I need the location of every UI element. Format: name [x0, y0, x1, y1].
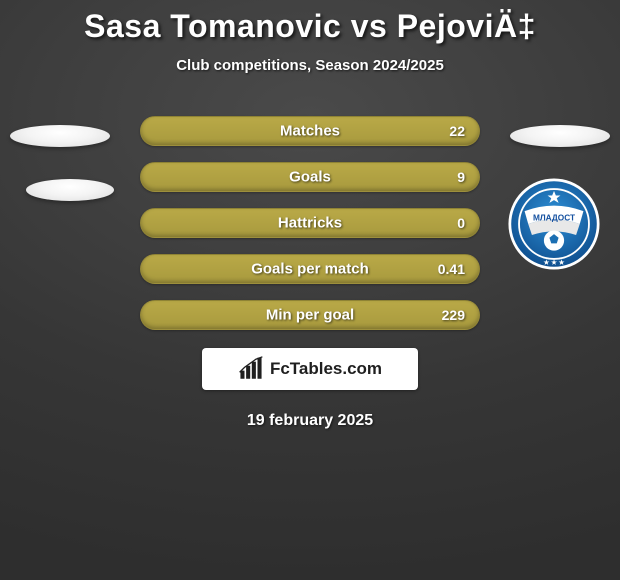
bar-chart-icon: [238, 356, 264, 382]
stat-row-matches: Matches 22: [0, 116, 620, 146]
stat-bar: Hattricks 0: [140, 208, 480, 238]
stat-value: 0.41: [438, 261, 465, 277]
stat-row-hattricks: Hattricks 0: [0, 208, 620, 238]
stat-bar: Goals 9: [140, 162, 480, 192]
stat-row-goals-per-match: Goals per match 0.41: [0, 254, 620, 284]
stat-value: 229: [442, 307, 465, 323]
comparison-subtitle: Club competitions, Season 2024/2025: [0, 57, 620, 74]
stat-label: Matches: [280, 123, 340, 140]
stat-label: Min per goal: [266, 307, 354, 324]
stat-value: 22: [449, 123, 465, 139]
stat-value: 0: [457, 215, 465, 231]
site-badge[interactable]: FcTables.com: [202, 348, 418, 390]
stat-bar: Min per goal 229: [140, 300, 480, 330]
stat-row-min-per-goal: Min per goal 229: [0, 300, 620, 330]
stat-row-goals: Goals 9: [0, 162, 620, 192]
stat-label: Goals: [289, 169, 331, 186]
stat-bar: Goals per match 0.41: [140, 254, 480, 284]
stats-block: Matches 22 Goals 9 Hattricks 0 Goals per…: [0, 116, 620, 330]
stat-value: 9: [457, 169, 465, 185]
comparison-title: Sasa Tomanovic vs PejoviÄ‡: [0, 0, 620, 45]
generation-date: 19 february 2025: [0, 412, 620, 430]
stat-label: Goals per match: [251, 261, 369, 278]
stat-label: Hattricks: [278, 215, 342, 232]
content-root: Sasa Tomanovic vs PejoviÄ‡ Club competit…: [0, 0, 620, 430]
site-badge-label: FcTables.com: [270, 359, 382, 379]
stat-bar: Matches 22: [140, 116, 480, 146]
